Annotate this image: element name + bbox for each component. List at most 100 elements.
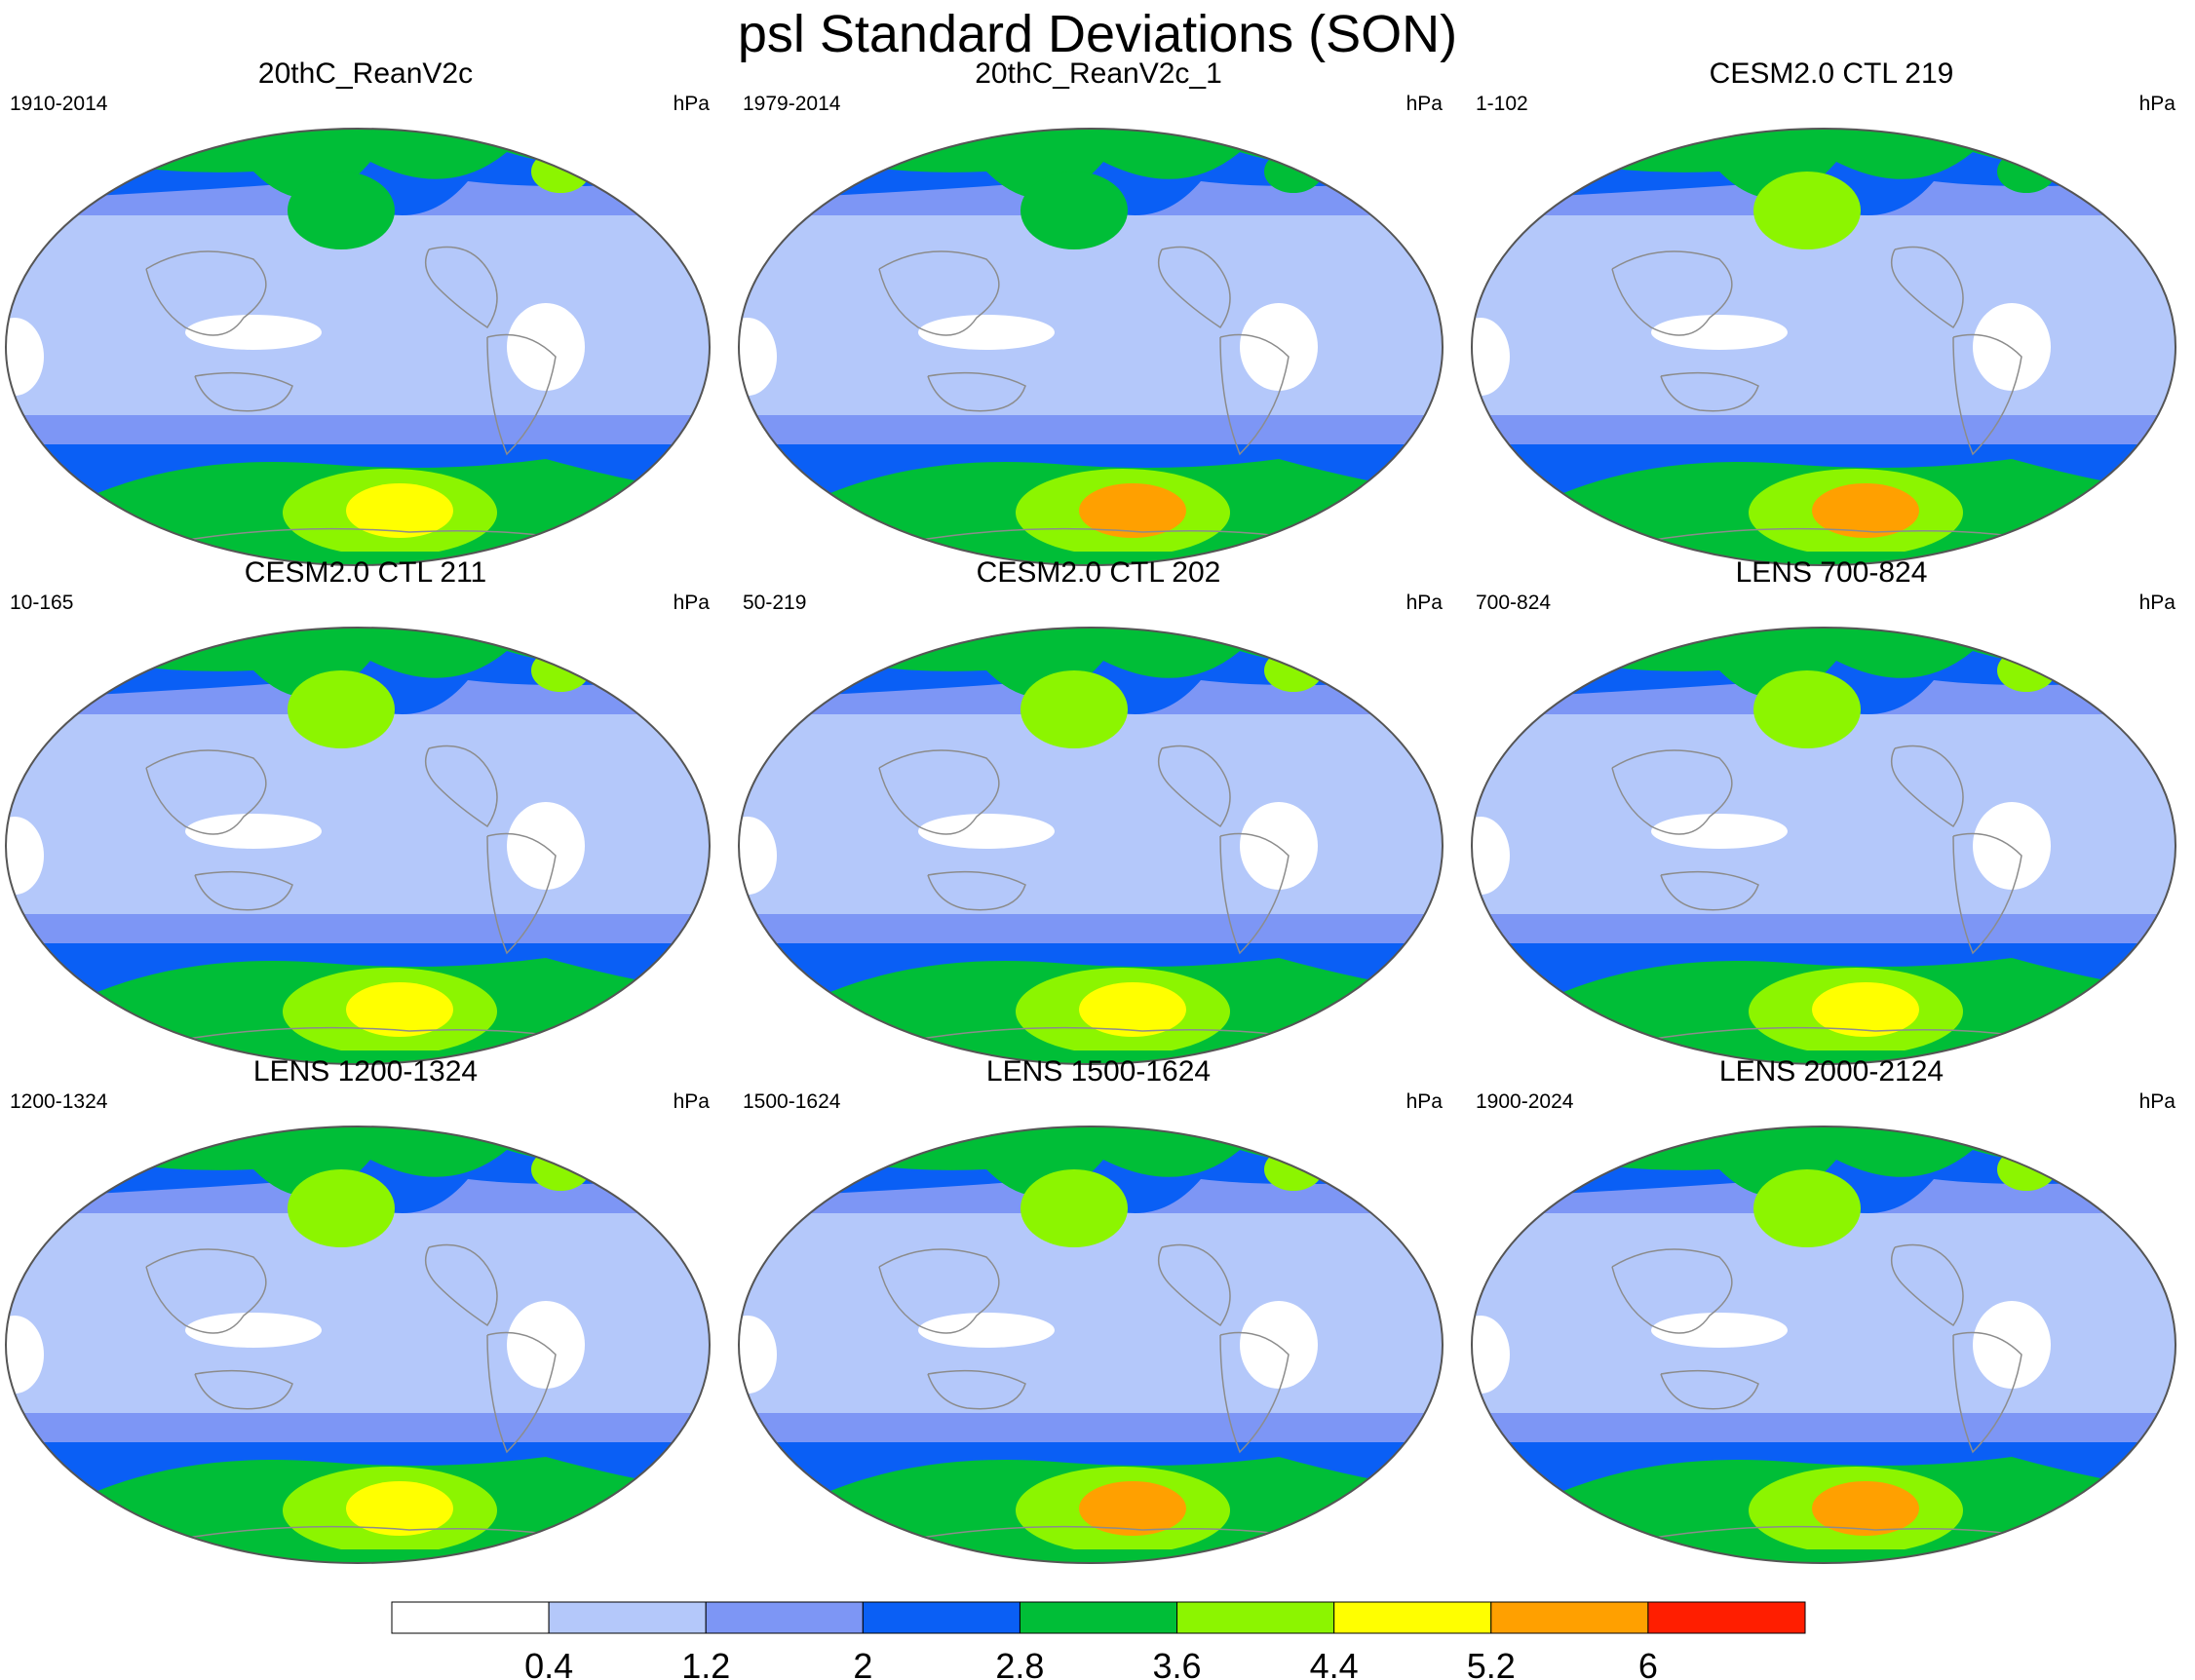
- coastline: [1890, 745, 1964, 828]
- field-south-peak: [1812, 483, 1919, 538]
- colorbar-swatch: [1176, 1601, 1335, 1634]
- colorbar-swatch: [862, 1601, 1020, 1634]
- coastline: [1660, 1369, 1759, 1410]
- field-north-pacific-max: [1020, 172, 1128, 249]
- panel-title: LENS 2000-2124: [1718, 1055, 1945, 1088]
- coastline: [1640, 1026, 2052, 1042]
- panel-units: hPa: [1406, 592, 1443, 614]
- colorbar-label: 2: [853, 1646, 872, 1680]
- panel-title: CESM2.0 CTL 211: [244, 556, 487, 589]
- panel-title: LENS 1500-1624: [985, 1055, 1212, 1088]
- map-panel: LENS 700-824 700-824 hPa: [1466, 497, 2195, 1065]
- field-north-pacific-max: [1020, 1169, 1128, 1247]
- field-tropical-min: [918, 1313, 1055, 1348]
- field-tropical-min: [739, 817, 777, 895]
- coastline: [194, 1369, 293, 1410]
- field-tropical-min: [739, 318, 777, 396]
- panel-years: 1910-2014: [10, 93, 108, 115]
- field-tropical-min: [6, 817, 44, 895]
- globe-outline: [1471, 128, 2176, 566]
- globe-outline: [738, 1126, 1444, 1564]
- field-south-peak: [1079, 1481, 1186, 1536]
- field-tropical-min: [185, 814, 322, 849]
- coastline: [145, 749, 267, 835]
- globe-map: [5, 128, 711, 566]
- colorbar-swatch: [1647, 1601, 1806, 1634]
- field-tropical-min: [6, 318, 44, 396]
- map-panel: LENS 2000-2124 1900-2024 hPa: [1466, 996, 2195, 1564]
- coastline: [1611, 749, 1733, 835]
- field-south-peak: [346, 483, 453, 538]
- map-panel: CESM2.0 CTL 202 50-219 hPa: [733, 497, 1464, 1065]
- coastline: [145, 1248, 267, 1334]
- field-south-peak: [346, 1481, 453, 1536]
- field-tropical-min: [507, 303, 585, 391]
- map-panel: CESM2.0 CTL 211 10-165 hPa: [0, 497, 731, 1065]
- coastline: [194, 371, 293, 412]
- coastline: [424, 745, 498, 828]
- field-north-pacific-max: [1753, 670, 1861, 748]
- panel-units: hPa: [1406, 93, 1443, 115]
- field-tropical-min: [1651, 315, 1788, 350]
- field-tropical-min: [507, 1301, 585, 1389]
- field-north-pacific-max: [288, 1169, 395, 1247]
- panel-title: LENS 700-824: [1735, 556, 1928, 589]
- coastline: [1952, 333, 2022, 456]
- panel-years: 10-165: [10, 592, 74, 614]
- colorbar-swatch: [1490, 1601, 1649, 1634]
- field-tropical-min: [1240, 303, 1318, 391]
- globe-map: [738, 627, 1444, 1065]
- field-south-peak: [346, 982, 453, 1037]
- field-south-peak: [1812, 1481, 1919, 1536]
- panel-units: hPa: [673, 1090, 710, 1113]
- coastline: [1660, 870, 1759, 911]
- coastline: [174, 527, 586, 543]
- coastline: [1157, 1243, 1231, 1327]
- coastline: [1890, 246, 1964, 329]
- globe-map: [1471, 627, 2176, 1065]
- field-tropical-min: [1240, 1301, 1318, 1389]
- colorbar-label: 0.4: [524, 1646, 573, 1680]
- field-tropical-min: [739, 1316, 777, 1394]
- panel-years: 1900-2024: [1476, 1090, 1574, 1113]
- coastline: [1219, 832, 1290, 955]
- field-south-peak: [1812, 982, 1919, 1037]
- coastline: [486, 832, 557, 955]
- field-north-pacific-max: [1753, 1169, 1861, 1247]
- panel-years: 1-102: [1476, 93, 1528, 115]
- coastline: [1952, 1331, 2022, 1454]
- field-tropical-min: [1472, 318, 1510, 396]
- panel-units: hPa: [1406, 1090, 1443, 1113]
- page-title: psl Standard Deviations (SON): [737, 5, 1458, 63]
- coastline: [1611, 1248, 1733, 1334]
- panel-title: LENS 1200-1324: [252, 1055, 479, 1088]
- colorbar-swatch: [391, 1601, 550, 1634]
- field-south-peak: [1079, 483, 1186, 538]
- colorbar-label: 2.8: [995, 1646, 1044, 1680]
- field-tropical-min: [1973, 802, 2051, 890]
- coastline: [878, 250, 1000, 336]
- field-north-pacific-max: [288, 172, 395, 249]
- panel-years: 700-824: [1476, 592, 1552, 614]
- field-tropical-min: [185, 1313, 322, 1348]
- map-panel: 20thC_ReanV2c 1910-2014 hPa: [0, 0, 731, 566]
- coastline: [424, 246, 498, 329]
- colorbar-swatch: [548, 1601, 707, 1634]
- coastline: [486, 1331, 557, 1454]
- coastline: [174, 1026, 586, 1042]
- panel-units: hPa: [673, 93, 710, 115]
- coastline: [907, 527, 1319, 543]
- globe-outline: [5, 627, 711, 1065]
- coastline: [878, 1248, 1000, 1334]
- coastline: [1952, 832, 2022, 955]
- colorbar-label: 3.6: [1153, 1646, 1202, 1680]
- colorbar-label: 6: [1638, 1646, 1658, 1680]
- coastline: [927, 870, 1026, 911]
- field-south-peak: [1079, 982, 1186, 1037]
- globe-outline: [738, 128, 1444, 566]
- coastline: [194, 870, 293, 911]
- panel-years: 1979-2014: [743, 93, 841, 115]
- globe-map: [738, 128, 1444, 566]
- globe-map: [738, 1126, 1444, 1564]
